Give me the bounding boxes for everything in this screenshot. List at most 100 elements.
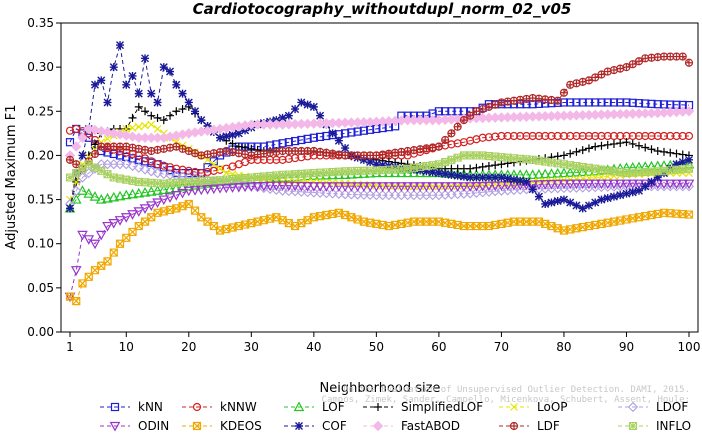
data-point [128, 71, 137, 80]
legend-label: LDF [537, 419, 560, 433]
data-point [166, 67, 175, 76]
data-point [327, 182, 338, 192]
x-tick-label: 90 [619, 340, 634, 354]
data-point [227, 183, 238, 193]
data-point [578, 98, 587, 107]
legend-item-fastabod: FastABOD [363, 419, 460, 433]
data-point [628, 139, 637, 148]
data-point [527, 169, 539, 179]
data-point [372, 420, 384, 432]
data-point [202, 185, 213, 195]
data-point [422, 161, 431, 171]
data-point [553, 131, 562, 141]
data-point [183, 186, 195, 197]
data-point [597, 141, 606, 150]
data-point [684, 58, 694, 67]
data-point [603, 131, 612, 141]
data-point [303, 134, 312, 143]
data-point [178, 165, 187, 174]
data-point [497, 173, 506, 182]
data-point [647, 131, 656, 141]
data-point [153, 125, 162, 133]
data-point [672, 160, 681, 169]
data-point [190, 167, 200, 177]
y-tick-label: 0.35 [27, 16, 54, 30]
legend-item-knnw: kNNW [182, 400, 257, 414]
data-point [647, 145, 656, 154]
data-point [614, 179, 626, 190]
data-point [327, 188, 338, 199]
data-point [278, 113, 287, 122]
data-point [133, 207, 145, 217]
data-point [178, 89, 187, 98]
data-point [566, 131, 575, 141]
data-point [597, 98, 606, 107]
data-point [65, 155, 75, 164]
data-point [346, 182, 357, 192]
data-point [127, 188, 138, 199]
data-point [71, 185, 82, 196]
data-point [109, 248, 118, 257]
data-point [628, 131, 637, 141]
data-point [177, 188, 188, 199]
data-point [558, 167, 570, 178]
data-point [622, 138, 631, 147]
data-point [152, 185, 163, 195]
data-point [678, 131, 687, 141]
data-point [195, 185, 207, 196]
data-point [278, 155, 287, 164]
data-point [316, 111, 325, 120]
data-point [120, 213, 132, 223]
x-tick-label: 1 [66, 340, 74, 354]
data-point [528, 131, 537, 141]
data-point [503, 174, 512, 183]
data-point [608, 179, 620, 190]
data-point [616, 191, 625, 200]
y-tick-label: 0.10 [27, 237, 54, 251]
data-point [220, 183, 232, 194]
data-point [134, 102, 143, 111]
data-point [564, 167, 576, 177]
data-point [314, 182, 326, 192]
data-point [522, 177, 531, 186]
legend-item-knn: kNN [100, 400, 163, 414]
data-point [103, 98, 112, 107]
legend: kNN kNNW LOF SimplifiedLOF LoOP LDOF ODIN KDEOS… [100, 400, 691, 433]
data-point [77, 132, 88, 143]
data-point [90, 149, 100, 159]
data-point [284, 154, 293, 164]
data-point [271, 181, 282, 192]
watermark-line-2: Campos, Zimek, Sander, Campello, Micenko… [322, 395, 690, 405]
data-point [559, 151, 568, 160]
data-point [83, 188, 95, 198]
data-point [478, 162, 487, 171]
data-point [447, 140, 456, 149]
data-point [333, 188, 344, 199]
data-point [666, 148, 675, 157]
legend-item-inflo: INFLO [618, 419, 691, 433]
data-point [491, 161, 500, 170]
data-point [72, 169, 81, 178]
data-point [192, 421, 202, 431]
data-point [297, 135, 306, 145]
data-point [252, 182, 263, 192]
data-point [559, 88, 569, 97]
data-point [178, 105, 187, 114]
data-point [341, 129, 350, 138]
data-point [315, 187, 326, 198]
data-point [283, 181, 295, 192]
data-point [246, 182, 257, 192]
data-point [483, 181, 495, 192]
data-point [121, 159, 132, 170]
data-point [78, 151, 87, 160]
data-point [145, 201, 157, 211]
series-line [69, 106, 690, 209]
data-point [146, 166, 157, 177]
data-point [583, 179, 595, 190]
data-point [547, 131, 556, 141]
data-point [447, 155, 456, 164]
data-point [139, 204, 151, 214]
data-point [434, 142, 443, 151]
data-point [434, 107, 443, 116]
data-point [233, 182, 245, 193]
